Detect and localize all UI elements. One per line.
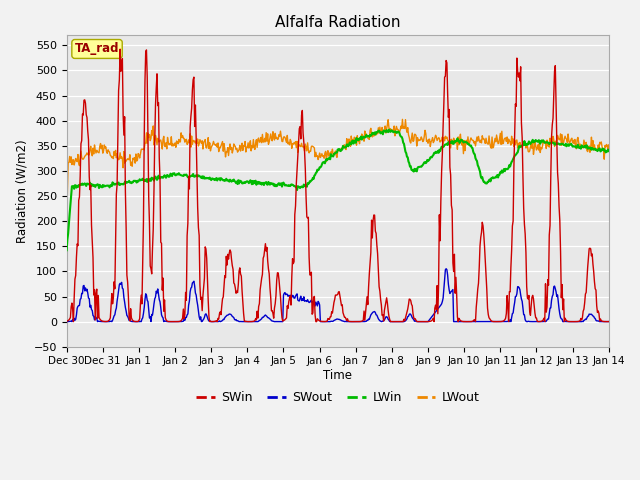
Legend: SWin, SWout, LWin, LWout: SWin, SWout, LWin, LWout <box>191 386 484 409</box>
Y-axis label: Radiation (W/m2): Radiation (W/m2) <box>15 139 28 243</box>
Text: TA_rad: TA_rad <box>75 42 119 56</box>
Title: Alfalfa Radiation: Alfalfa Radiation <box>275 15 401 30</box>
X-axis label: Time: Time <box>323 369 352 382</box>
